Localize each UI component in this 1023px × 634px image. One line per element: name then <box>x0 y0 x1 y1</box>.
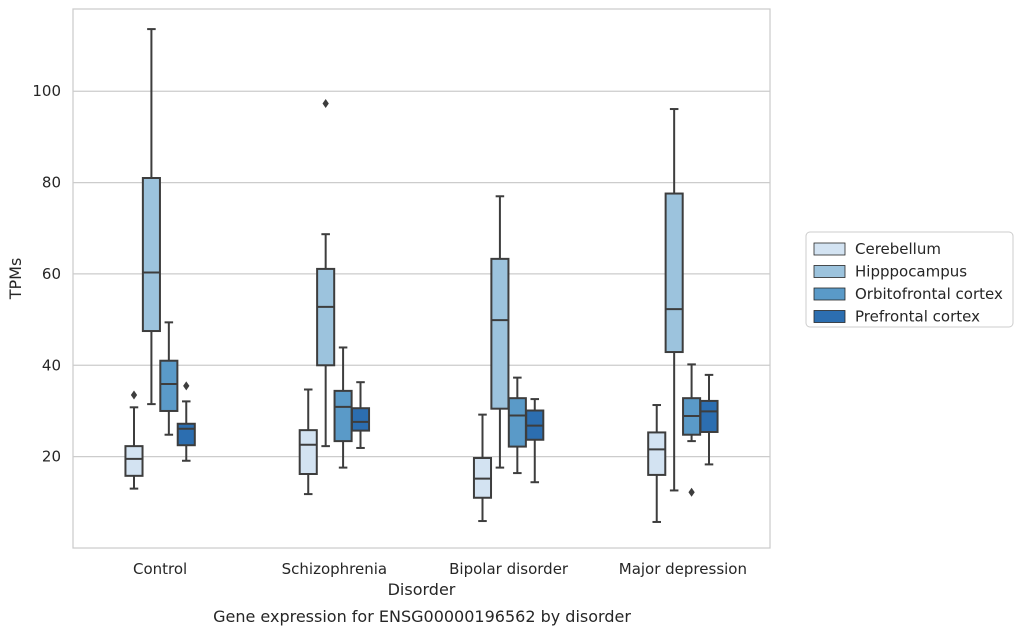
legend-label-1: Hipppocampus <box>855 263 967 281</box>
x-axis-label: Disorder <box>388 580 456 599</box>
box-body <box>699 399 719 433</box>
y-tick-label-100: 100 <box>32 82 61 100</box>
box-2-2 <box>507 376 527 475</box>
x-tick-label-1: Schizophrenia <box>282 560 387 578</box>
box-3-3 <box>699 373 719 466</box>
outlier-point <box>322 99 329 109</box>
box-0-3 <box>647 404 667 523</box>
chart-caption: Gene expression for ENSG00000196562 by d… <box>213 607 631 626</box>
box-0-1 <box>298 388 318 496</box>
legend-label-0: Cerebellum <box>855 240 941 258</box>
x-tick-label-2: Bipolar disorder <box>449 560 569 578</box>
legend-label-2: Orbitofrontal cortex <box>855 285 1003 303</box>
box-1-0 <box>141 28 161 406</box>
box-body <box>124 445 144 477</box>
box-body <box>664 192 684 354</box>
legend-swatch-2 <box>813 287 846 301</box>
box-body <box>333 389 353 443</box>
box-body <box>507 397 527 448</box>
box-body <box>647 431 667 476</box>
outlier-point <box>130 390 138 400</box>
y-tick-label-40: 40 <box>42 356 61 374</box>
box-3-1 <box>350 381 371 449</box>
box-body <box>316 267 336 367</box>
outlier-point <box>183 381 190 391</box>
box-1-3 <box>664 108 684 492</box>
box-body <box>141 177 161 333</box>
y-tick-labels: 20 40 60 80 100 <box>32 82 61 465</box>
plot-area-frame <box>72 8 771 549</box>
y-tick-label-80: 80 <box>42 174 61 192</box>
box-3-2 <box>525 398 545 484</box>
legend-frame <box>805 231 1014 328</box>
legend-label-3: Prefrontal cortex <box>855 308 980 326</box>
box-body <box>176 422 196 447</box>
outlier-point <box>688 487 695 497</box>
x-tick-label-0: Control <box>133 560 187 578</box>
box-2-0 <box>159 321 179 436</box>
x-tick-labels: Control Schizophrenia Bipolar disorder Majo… <box>133 560 747 578</box>
x-tick-label-3: Major depression <box>619 560 747 578</box>
box-body <box>350 407 371 432</box>
legend-swatch-1 <box>813 265 846 278</box>
box-1-1 <box>316 99 336 448</box>
box-body <box>298 429 318 476</box>
box-1-2 <box>490 195 510 469</box>
legend-swatch-3 <box>813 310 846 323</box>
box-series <box>124 28 719 523</box>
y-axis-label: TPMs <box>6 258 25 301</box>
box-body <box>490 257 510 410</box>
box-2-1 <box>333 346 353 469</box>
box-2-3 <box>682 363 702 497</box>
legend-swatch-0 <box>813 242 846 256</box>
y-tick-label-60: 60 <box>42 265 61 283</box>
box-0-0 <box>124 390 144 490</box>
box-3-0 <box>176 381 196 462</box>
box-body <box>159 359 179 412</box>
y-tick-label-20: 20 <box>42 448 61 466</box>
box-0-2 <box>472 413 493 523</box>
legend: Cerebellum Hipppocampus Orbitofrontal cort… <box>805 231 1014 328</box>
